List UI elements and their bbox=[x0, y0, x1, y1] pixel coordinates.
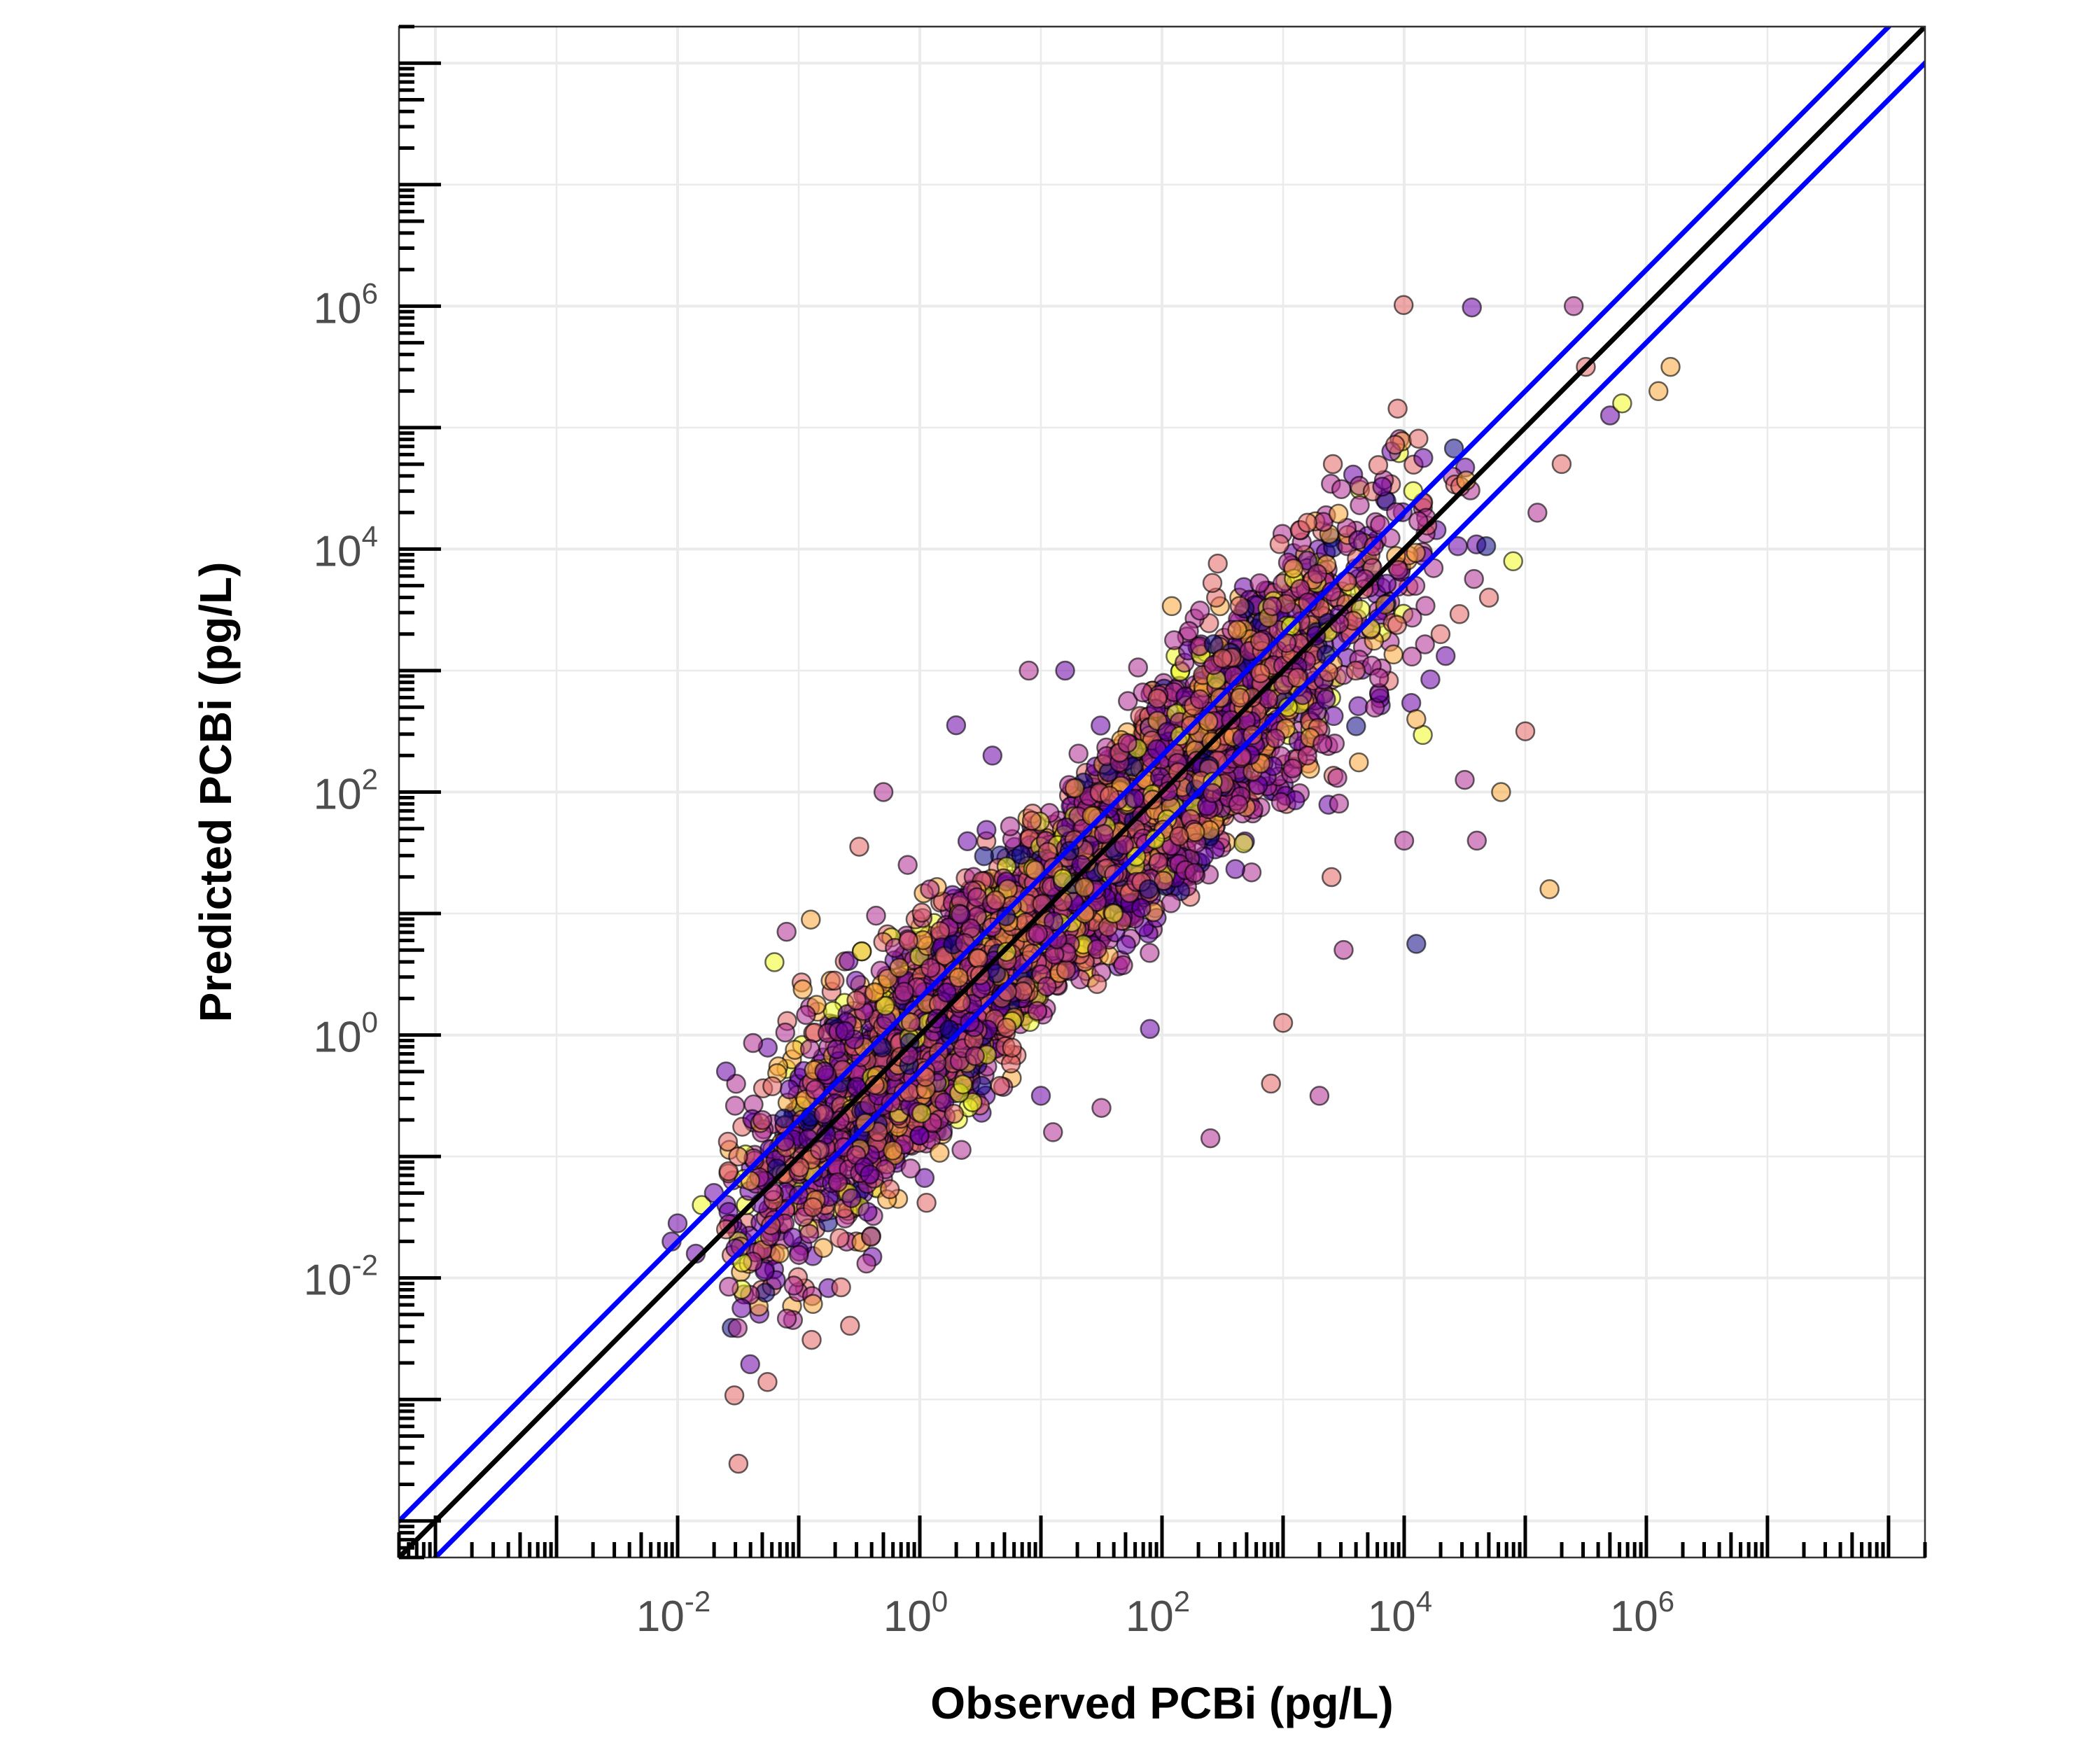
data-point bbox=[916, 1193, 937, 1213]
data-point bbox=[976, 820, 997, 840]
data-point bbox=[1128, 657, 1149, 678]
data-point bbox=[990, 1075, 1010, 1096]
data-point bbox=[838, 951, 859, 971]
data-point bbox=[1241, 862, 1262, 883]
data-point bbox=[951, 1140, 972, 1160]
data-point bbox=[1348, 752, 1369, 773]
data-point bbox=[718, 1276, 739, 1297]
data-point bbox=[1161, 893, 1181, 913]
data-point bbox=[1435, 645, 1456, 666]
data-point bbox=[1376, 573, 1397, 594]
data-point bbox=[856, 1253, 876, 1274]
data-point bbox=[813, 1238, 834, 1258]
data-point bbox=[1270, 792, 1292, 813]
data-point bbox=[1401, 646, 1422, 667]
data-point bbox=[1184, 862, 1205, 883]
data-point bbox=[1408, 428, 1429, 449]
data-point bbox=[802, 1329, 822, 1350]
data-point bbox=[1415, 596, 1436, 616]
data-point bbox=[783, 1275, 804, 1296]
data-point bbox=[1161, 596, 1182, 617]
data-point bbox=[957, 831, 978, 852]
data-point bbox=[776, 1308, 797, 1329]
data-point bbox=[866, 905, 886, 926]
data-point bbox=[1113, 955, 1133, 976]
data-point bbox=[1328, 503, 1349, 524]
data-point bbox=[825, 970, 845, 991]
data-point bbox=[1387, 398, 1408, 419]
data-point bbox=[724, 1096, 746, 1116]
data-point bbox=[727, 1318, 748, 1338]
data-point bbox=[861, 1226, 881, 1247]
data-point bbox=[1021, 811, 1042, 831]
data-point bbox=[788, 1245, 809, 1265]
data-point bbox=[1393, 295, 1414, 316]
data-point bbox=[1322, 454, 1343, 475]
data-point bbox=[1346, 716, 1366, 736]
data-point bbox=[1324, 706, 1344, 727]
data-point bbox=[1208, 553, 1228, 574]
data-point bbox=[775, 1022, 796, 1043]
data-point bbox=[1420, 669, 1441, 690]
data-point bbox=[962, 1092, 983, 1112]
data-point bbox=[1413, 447, 1434, 468]
data-point bbox=[851, 941, 872, 962]
data-point bbox=[1331, 479, 1352, 500]
data-point bbox=[914, 1168, 935, 1189]
data-point bbox=[1383, 644, 1404, 665]
data-point bbox=[1329, 793, 1350, 814]
data-point bbox=[724, 1385, 745, 1406]
data-point bbox=[1443, 438, 1464, 458]
data-point bbox=[1118, 691, 1138, 711]
data-point bbox=[840, 1315, 860, 1336]
data-points bbox=[662, 295, 1681, 1474]
data-point bbox=[718, 1131, 738, 1152]
data-point bbox=[1476, 536, 1497, 556]
data-point bbox=[769, 1243, 790, 1264]
data-point bbox=[1449, 604, 1470, 624]
data-point bbox=[1350, 495, 1370, 515]
data-point bbox=[1415, 634, 1435, 654]
data-point bbox=[900, 1158, 921, 1179]
data-point bbox=[1140, 943, 1160, 963]
data-point bbox=[732, 1298, 752, 1319]
data-point bbox=[757, 1372, 778, 1392]
data-point bbox=[728, 1453, 749, 1474]
data-point bbox=[792, 979, 813, 1000]
data-point bbox=[1179, 621, 1199, 641]
data-point bbox=[879, 1179, 900, 1200]
